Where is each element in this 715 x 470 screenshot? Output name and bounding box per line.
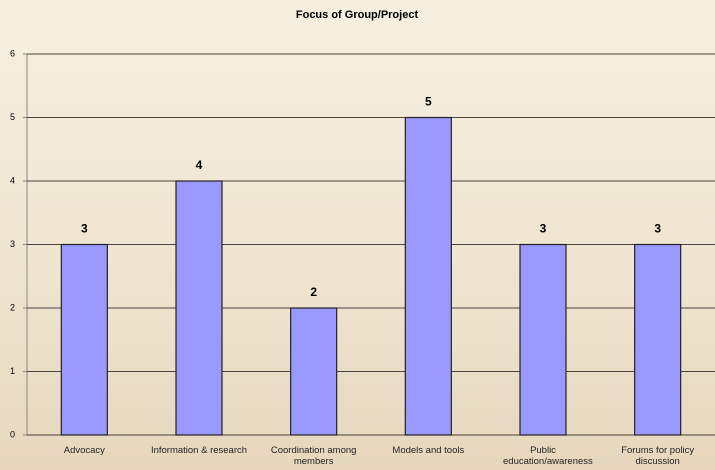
bar [634,243,682,436]
bar [290,307,338,436]
y-tick-label: 6 [10,48,15,58]
y-tick-label: 3 [10,239,15,249]
x-tick-label: Advocacy [63,445,105,456]
bar [519,243,567,436]
bar [404,116,452,436]
x-tick-label: Forums for policy discussion [621,445,695,467]
x-tick-label: Models and tools [392,445,465,456]
value-label: 4 [196,158,203,172]
y-tick-label: 2 [10,302,15,312]
x-tick-label: Information & research [150,445,248,456]
y-tick-label: 1 [10,366,15,376]
chart-title: Focus of Group/Project [296,9,419,21]
x-tick-label: Public education/awareness [503,445,593,467]
y-tick-label: 0 [10,429,15,439]
x-tick-label: Coordination among members [270,445,357,467]
value-label: 3 [81,222,88,236]
y-tick-label: 4 [10,175,15,185]
value-label: 3 [654,222,661,236]
value-label: 5 [425,95,432,109]
y-tick-label: 5 [10,112,15,122]
bar [175,180,223,436]
value-label: 3 [540,222,547,236]
value-label: 2 [310,285,317,299]
bar [60,243,108,436]
